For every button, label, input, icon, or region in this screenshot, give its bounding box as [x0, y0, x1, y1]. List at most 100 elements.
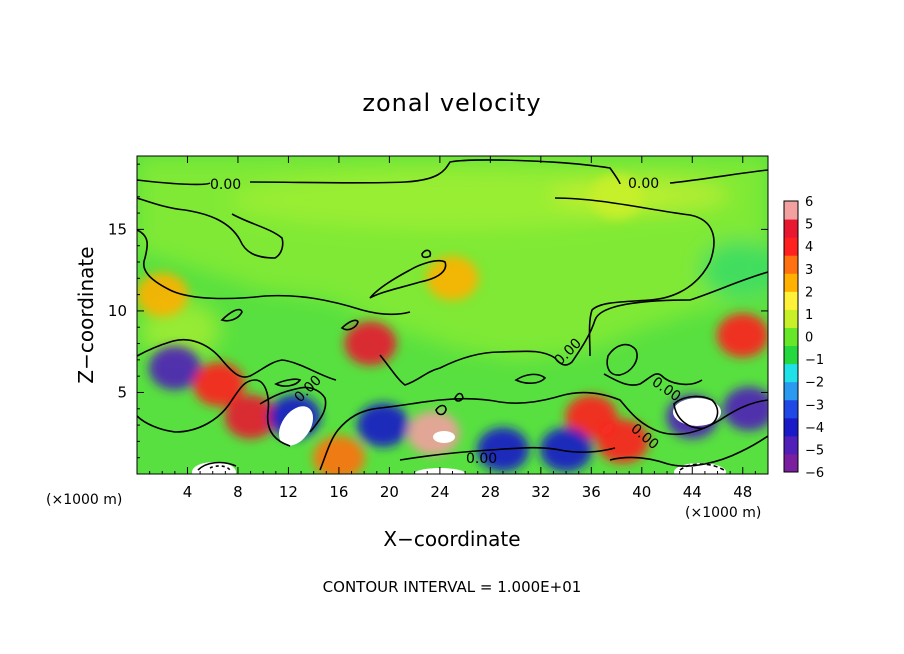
contour-line [679, 463, 725, 471]
x-tick-label: 48 [733, 483, 752, 501]
colorbar-swatch [784, 399, 798, 419]
contour-line [554, 197, 715, 357]
contour-line [259, 386, 327, 433]
x-axis-title: X−coordinate [383, 527, 520, 551]
colorbar-tick-label: −4 [805, 421, 824, 436]
x-tick-label: 4 [183, 483, 193, 501]
contour-line [137, 229, 411, 316]
y-axis: 5 10 15 [108, 163, 768, 459]
x-unit-label-left: (×1000 m) [46, 492, 122, 508]
colorbar-tick-label: −5 [805, 443, 824, 458]
contour-line [274, 378, 302, 387]
contour-line [609, 435, 768, 467]
colorbar-swatch [784, 219, 798, 238]
field-feature [312, 435, 365, 474]
field-feature [596, 419, 649, 464]
colorbar-swatch [784, 453, 798, 473]
field-feature [344, 321, 397, 366]
x-tick-label: 36 [582, 483, 601, 501]
contour-line [435, 404, 447, 416]
x-tick-label: 24 [430, 483, 449, 501]
contour-line [137, 159, 621, 186]
x-tick-label: 8 [233, 483, 243, 501]
colorbar-swatch [784, 255, 798, 274]
contour-line [220, 308, 243, 322]
contour-line [399, 446, 616, 461]
y-axis-title: Z−coordinate [74, 246, 98, 383]
y-tick-label: 15 [108, 220, 127, 238]
colorbar-tick-label: 4 [805, 240, 813, 255]
saturated-patch [192, 462, 236, 474]
field-feature [137, 272, 189, 317]
colorbar-swatch [784, 327, 798, 347]
colorbar-swatch [784, 435, 798, 455]
contour-label: 0.00 [628, 176, 659, 192]
x-tick-label: 28 [481, 483, 500, 501]
colorbar-swatch [784, 345, 798, 365]
contour-line [137, 338, 337, 381]
colorbar-tick-label: −1 [805, 353, 824, 368]
plot-area: 0.00 0.00 0.00 0.00 0.00 0.00 0.00 [137, 156, 768, 474]
field-feature [723, 386, 768, 431]
contour-line [514, 373, 547, 384]
field-feature [193, 362, 246, 407]
colorbar-tick-label: 0 [805, 331, 813, 346]
field-feature [224, 394, 277, 439]
field-feature [540, 427, 593, 472]
x-axis: 4 8 12 16 20 24 28 32 36 40 44 48 [149, 156, 756, 501]
field-feature [357, 403, 410, 448]
colorbar-tick-label: 3 [805, 263, 813, 278]
saturated-patch [433, 431, 455, 443]
x-unit-label-right: (×1000 m) [685, 505, 761, 521]
colorbar-tick-label: 1 [805, 308, 813, 323]
colorbar-swatch [784, 417, 798, 437]
colorbar-tick-label: −3 [805, 398, 824, 413]
field-feature [590, 174, 643, 219]
contour-label: 0.00 [210, 177, 241, 193]
contour-line [137, 379, 291, 447]
field-feature [148, 346, 201, 390]
x-tick-label: 32 [531, 483, 550, 501]
contour-line [421, 249, 432, 259]
contour-line [454, 392, 464, 402]
colorbar-swatch [784, 291, 798, 310]
colorbar-tick-label: 2 [805, 285, 813, 300]
saturated-patch [278, 406, 314, 446]
y-tick-label: 5 [117, 383, 127, 401]
x-tick-label: 20 [380, 483, 399, 501]
zero-contours [137, 159, 768, 471]
colorbar-tick-label: −2 [805, 376, 824, 391]
contour-line [209, 465, 231, 471]
contour-line [137, 197, 284, 259]
colorbar-swatch [784, 309, 798, 328]
colorbar-swatch [784, 381, 798, 401]
colorbar-frame [783, 200, 799, 473]
contour-line [379, 271, 768, 386]
colorbar-tick-label: 6 [805, 195, 813, 210]
contour-line [669, 169, 768, 184]
saturated-patch [673, 398, 721, 426]
field-feature [426, 256, 479, 301]
contour-line [606, 343, 638, 376]
field-feature [407, 411, 460, 456]
contour-line [197, 461, 237, 471]
colorbar-swatch [784, 201, 798, 220]
contour-line [673, 395, 719, 429]
x-tick-label: 12 [279, 483, 298, 501]
colorbar: 6 5 4 3 2 1 0 −1 −2 −3 −4 −5 −6 [783, 195, 824, 481]
x-tick-label: 40 [632, 483, 651, 501]
field-feature [716, 313, 768, 358]
chart-title: zonal velocity [362, 89, 541, 117]
colorbar-swatch [784, 363, 798, 383]
contour-line [603, 373, 703, 386]
contour-interval-note: CONTOUR INTERVAL = 1.000E+01 [323, 578, 582, 596]
x-tick-label: 44 [683, 483, 702, 501]
x-tick-label: 16 [329, 483, 348, 501]
contour-label: 0.00 [466, 451, 497, 467]
colorbar-tick-label: 5 [805, 218, 813, 233]
contour-line [319, 391, 768, 471]
colorbar-swatch [784, 273, 798, 292]
colorbar-tick-label: −6 [805, 466, 824, 481]
contour-line [369, 259, 447, 299]
